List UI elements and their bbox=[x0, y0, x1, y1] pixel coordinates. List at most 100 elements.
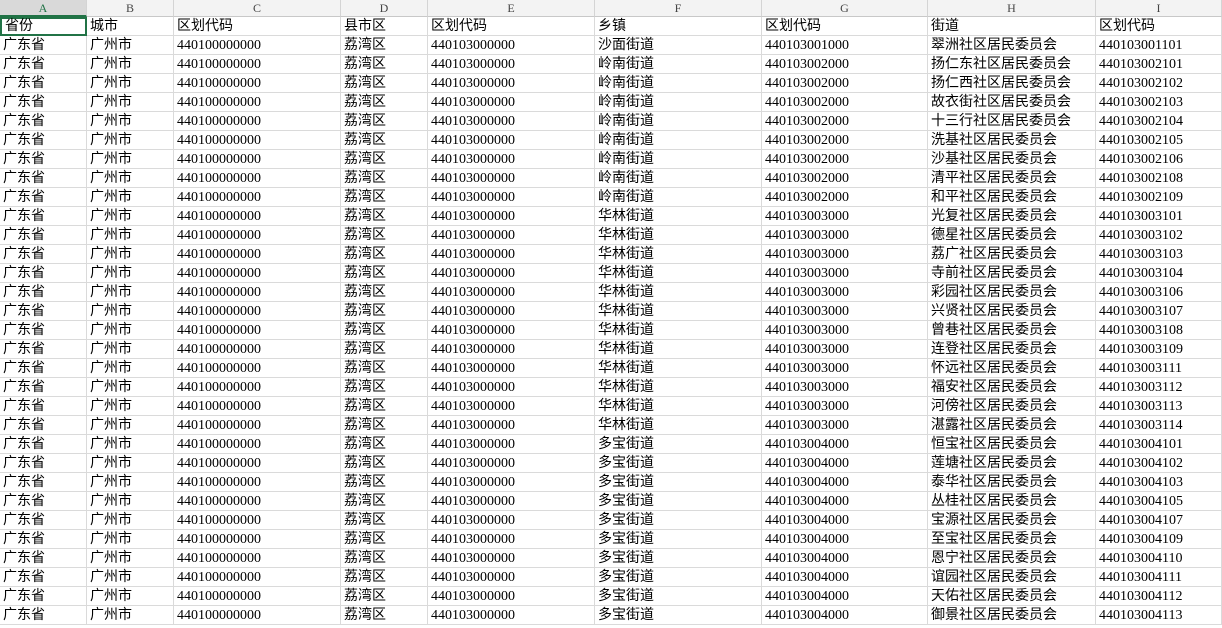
cell[interactable]: 440103002101 bbox=[1096, 55, 1222, 74]
cell[interactable]: 岭南街道 bbox=[595, 150, 762, 169]
cell[interactable]: 广州市 bbox=[87, 188, 174, 207]
cell[interactable]: 广州市 bbox=[87, 245, 174, 264]
cell[interactable]: 华林街道 bbox=[595, 340, 762, 359]
cell[interactable]: 广东省 bbox=[0, 36, 87, 55]
cell[interactable]: 荔湾区 bbox=[341, 36, 428, 55]
cell[interactable]: 泰华社区居民委员会 bbox=[928, 473, 1096, 492]
cell[interactable]: 和平社区居民委员会 bbox=[928, 188, 1096, 207]
cell[interactable]: 洗基社区居民委员会 bbox=[928, 131, 1096, 150]
cell[interactable]: 440103000000 bbox=[428, 587, 595, 606]
cell[interactable]: 440103003103 bbox=[1096, 245, 1222, 264]
cell[interactable]: 440103002000 bbox=[762, 188, 928, 207]
cell[interactable]: 440100000000 bbox=[174, 568, 341, 587]
cell[interactable]: 440103000000 bbox=[428, 283, 595, 302]
column-header[interactable]: D bbox=[341, 0, 428, 17]
cell[interactable]: 荔湾区 bbox=[341, 321, 428, 340]
cell[interactable]: 广州市 bbox=[87, 587, 174, 606]
cell[interactable]: 440100000000 bbox=[174, 587, 341, 606]
cell[interactable]: 440103000000 bbox=[428, 511, 595, 530]
cell[interactable]: 广州市 bbox=[87, 150, 174, 169]
cell[interactable]: 华林街道 bbox=[595, 226, 762, 245]
cell[interactable]: 440103003108 bbox=[1096, 321, 1222, 340]
cell[interactable]: 莲塘社区居民委员会 bbox=[928, 454, 1096, 473]
cell[interactable]: 丛桂社区居民委员会 bbox=[928, 492, 1096, 511]
cell[interactable]: 荔湾区 bbox=[341, 568, 428, 587]
cell[interactable]: 440103004102 bbox=[1096, 454, 1222, 473]
cell[interactable]: 440103003000 bbox=[762, 226, 928, 245]
cell[interactable]: 440103000000 bbox=[428, 93, 595, 112]
cell[interactable]: 荔湾区 bbox=[341, 112, 428, 131]
cell[interactable]: 440103004000 bbox=[762, 606, 928, 625]
cell[interactable]: 清平社区居民委员会 bbox=[928, 169, 1096, 188]
cell[interactable]: 440103002000 bbox=[762, 93, 928, 112]
cell[interactable]: 广州市 bbox=[87, 568, 174, 587]
cell[interactable]: 440103003101 bbox=[1096, 207, 1222, 226]
cell[interactable]: 440100000000 bbox=[174, 112, 341, 131]
cell[interactable]: 谊园社区居民委员会 bbox=[928, 568, 1096, 587]
cell[interactable]: 广东省 bbox=[0, 150, 87, 169]
cell[interactable]: 440103004000 bbox=[762, 568, 928, 587]
cell[interactable]: 440103002000 bbox=[762, 112, 928, 131]
cell[interactable]: 440103003000 bbox=[762, 359, 928, 378]
cell[interactable]: 440103002103 bbox=[1096, 93, 1222, 112]
cell[interactable]: 440100000000 bbox=[174, 511, 341, 530]
cell[interactable]: 连登社区居民委员会 bbox=[928, 340, 1096, 359]
cell[interactable]: 扬仁东社区居民委员会 bbox=[928, 55, 1096, 74]
cell[interactable]: 440103004000 bbox=[762, 473, 928, 492]
cell[interactable]: 440103003000 bbox=[762, 302, 928, 321]
cell[interactable]: 440103000000 bbox=[428, 112, 595, 131]
cell[interactable]: 440103000000 bbox=[428, 226, 595, 245]
cell[interactable]: 440103003111 bbox=[1096, 359, 1222, 378]
column-header[interactable]: G bbox=[762, 0, 928, 17]
cell[interactable]: 荔湾区 bbox=[341, 530, 428, 549]
column-header[interactable]: I bbox=[1096, 0, 1222, 17]
cell[interactable]: 440103004000 bbox=[762, 435, 928, 454]
cell[interactable]: 彩园社区居民委员会 bbox=[928, 283, 1096, 302]
cell[interactable]: 多宝街道 bbox=[595, 454, 762, 473]
cell[interactable]: 440103000000 bbox=[428, 549, 595, 568]
cell[interactable]: 宝源社区居民委员会 bbox=[928, 511, 1096, 530]
cell[interactable]: 荔湾区 bbox=[341, 340, 428, 359]
cell[interactable]: 440103002000 bbox=[762, 150, 928, 169]
cell[interactable]: 440103002000 bbox=[762, 169, 928, 188]
cell[interactable]: 岭南街道 bbox=[595, 93, 762, 112]
cell[interactable]: 广东省 bbox=[0, 55, 87, 74]
cell[interactable]: 广州市 bbox=[87, 264, 174, 283]
cell[interactable]: 荔湾区 bbox=[341, 245, 428, 264]
cell[interactable]: 440103000000 bbox=[428, 188, 595, 207]
cell[interactable]: 广东省 bbox=[0, 74, 87, 93]
cell[interactable]: 广州市 bbox=[87, 112, 174, 131]
cell[interactable]: 440103003000 bbox=[762, 245, 928, 264]
cell[interactable]: 华林街道 bbox=[595, 359, 762, 378]
cell[interactable]: 湛露社区居民委员会 bbox=[928, 416, 1096, 435]
cell[interactable]: 怀远社区居民委员会 bbox=[928, 359, 1096, 378]
cell[interactable]: 440103003000 bbox=[762, 397, 928, 416]
cell[interactable]: 故衣街社区居民委员会 bbox=[928, 93, 1096, 112]
cell[interactable]: 广州市 bbox=[87, 492, 174, 511]
cell[interactable]: 440100000000 bbox=[174, 473, 341, 492]
cell[interactable]: 多宝街道 bbox=[595, 435, 762, 454]
cell[interactable]: 多宝街道 bbox=[595, 473, 762, 492]
cell[interactable]: 广东省 bbox=[0, 283, 87, 302]
cell[interactable]: 多宝街道 bbox=[595, 492, 762, 511]
cell[interactable]: 乡镇 bbox=[595, 17, 762, 36]
cell[interactable]: 广州市 bbox=[87, 606, 174, 625]
cell[interactable]: 扬仁西社区居民委员会 bbox=[928, 74, 1096, 93]
cell[interactable]: 多宝街道 bbox=[595, 587, 762, 606]
cell[interactable]: 440100000000 bbox=[174, 606, 341, 625]
cell[interactable]: 广东省 bbox=[0, 473, 87, 492]
cell[interactable]: 街道 bbox=[928, 17, 1096, 36]
cell[interactable]: 广州市 bbox=[87, 131, 174, 150]
cell[interactable]: 天佑社区居民委员会 bbox=[928, 587, 1096, 606]
cell[interactable]: 荔湾区 bbox=[341, 359, 428, 378]
cell[interactable]: 荔湾区 bbox=[341, 378, 428, 397]
cell[interactable]: 广东省 bbox=[0, 435, 87, 454]
cell[interactable]: 440103000000 bbox=[428, 473, 595, 492]
cell[interactable]: 翠洲社区居民委员会 bbox=[928, 36, 1096, 55]
cell[interactable]: 440100000000 bbox=[174, 264, 341, 283]
cell[interactable]: 440103000000 bbox=[428, 150, 595, 169]
cell[interactable]: 广州市 bbox=[87, 169, 174, 188]
cell[interactable]: 广州市 bbox=[87, 530, 174, 549]
column-header[interactable]: B bbox=[87, 0, 174, 17]
cell[interactable]: 荔湾区 bbox=[341, 416, 428, 435]
